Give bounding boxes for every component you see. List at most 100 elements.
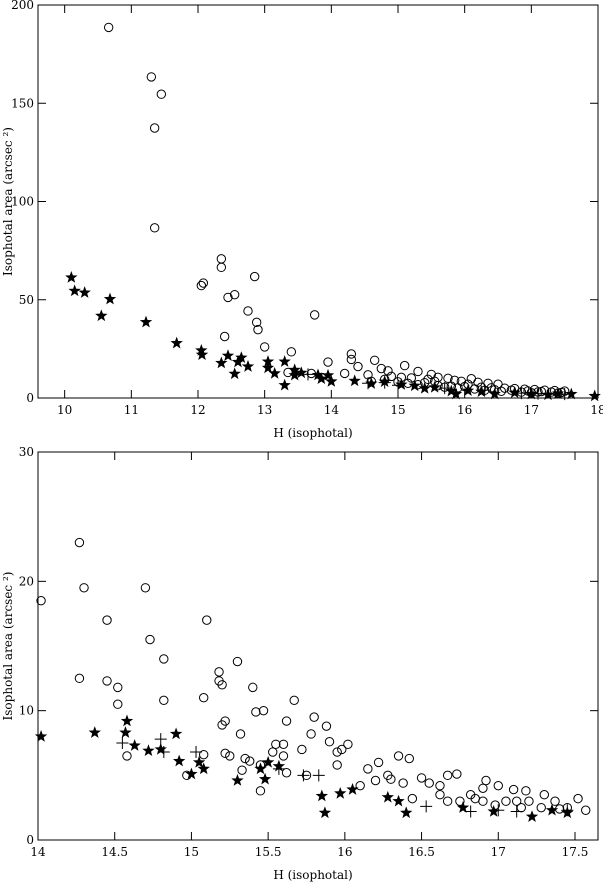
chart-2-circle-point (539, 790, 550, 800)
chart-2-star-point (318, 806, 332, 819)
chart-1-circle-point (406, 373, 417, 383)
chart-2-circle-point (404, 753, 414, 764)
chart-2-x-tick-label: 16.5 (408, 845, 435, 859)
chart-1-circle-point (229, 289, 240, 300)
chart-2-circle-point (407, 793, 418, 804)
chart-1-circle-point (496, 386, 507, 397)
chart-2-circle-point (306, 729, 316, 739)
chart-1-star-point (418, 381, 431, 394)
chart-2-star-point (261, 755, 275, 768)
chart-1-circle-point (536, 386, 547, 397)
chart-2-circle-point (355, 780, 365, 791)
chart-2-circle-point (435, 790, 445, 800)
chart-2-x-tick-label: 14 (30, 845, 46, 859)
chart-2-plus-point (492, 804, 505, 817)
chart-1-circle-point (346, 354, 357, 365)
chart-2-star-point (456, 801, 470, 813)
chart-2-circle-point (581, 805, 591, 815)
chart-2-circle-point (386, 774, 396, 784)
chart-2-circle-point (481, 775, 491, 786)
chart-1-circle-point (149, 223, 160, 233)
chart-2-x-axis-title: H (isophotal) (273, 868, 352, 882)
chart-2-star-point (392, 794, 405, 807)
chart-1-circle-point (286, 347, 297, 357)
chart-1-star-point (195, 348, 209, 361)
chart-2-circle-point (278, 739, 289, 749)
chart-2-circle-point (435, 780, 445, 791)
chart-2-circle-point (521, 786, 531, 796)
chart-2-x-tick-label: 15.5 (255, 845, 282, 859)
chart-2-circle-point (248, 682, 258, 693)
chart-2-circle-point (373, 757, 384, 768)
chart-1-circle-point (323, 357, 333, 367)
chart-2-plus-point (561, 804, 574, 817)
chart-2-plus-point (154, 733, 167, 746)
chart-2-circle-point (550, 796, 560, 806)
chart-2-x-tick-label: 16 (337, 845, 352, 859)
chart-2-circle-point (289, 695, 299, 706)
chart-2-circle-point (442, 796, 453, 806)
chart-2-circle-point (297, 744, 307, 755)
chart-1-circle-point (339, 368, 350, 379)
chart-2-y-axis-title: Isophotal area (arcsec ²) (1, 572, 15, 721)
chart-2-star-point (154, 742, 167, 755)
chart-1-x-tick-label: 17 (524, 403, 539, 417)
chart-2-circle-point (258, 705, 269, 716)
chart-2-circle-point (113, 699, 123, 709)
chart-1-y-tick-label: 0 (26, 391, 34, 405)
chart-2-circle-point (79, 583, 89, 593)
chart-2-circle-point (363, 764, 373, 774)
chart-1-plus-point (558, 388, 571, 401)
chart-2-plus-point (297, 769, 310, 782)
chart-1-star-point (315, 372, 328, 384)
chart-2-star-point (487, 805, 500, 817)
chart-2-star-point (192, 755, 206, 768)
chart-2-star-point (169, 727, 183, 740)
chart-2-circle-point (268, 747, 278, 757)
chart-2-x-tick-label: 17 (491, 845, 506, 859)
chart-1-plus-point (515, 387, 528, 400)
chart-2-star-point (119, 726, 132, 738)
chart-1-plus-point (532, 387, 544, 400)
chart-2-circle-point (198, 693, 209, 703)
chart-2-star-point (34, 730, 48, 742)
chart-2-circle-point (240, 753, 250, 764)
chart-2-circle-point (370, 775, 381, 786)
chart-2-circle-point (271, 739, 281, 749)
chart-2-star-point (120, 714, 134, 727)
chart-2-circle-point (332, 747, 342, 757)
chart-1-circle-point (243, 306, 253, 316)
chart-1-circle-point (376, 363, 387, 374)
chart-2-circle-point (508, 784, 519, 795)
chart-1-circle-point (369, 355, 380, 365)
chart-2-circle-point (159, 695, 169, 706)
chart-2-circle-point (398, 778, 408, 788)
chart-1-star-point (475, 385, 488, 397)
chart-1-star-point (488, 387, 501, 400)
chart-2-circle-point (393, 751, 404, 761)
chart-1-circle-point (251, 317, 262, 328)
chart-2-y-tick-label: 0 (26, 833, 34, 847)
chart-2-circle-point (217, 720, 227, 730)
chart-1-x-tick-label: 10 (57, 403, 72, 417)
chart-2-star-point (254, 762, 267, 775)
chart-2-circle-point (478, 783, 488, 793)
chart-1-plus-point (392, 379, 404, 392)
chart-2-circle-point (102, 615, 112, 625)
chart-1-star-point (215, 356, 228, 369)
chart-1-star-point (278, 378, 291, 391)
chart-1-circle-point (223, 292, 233, 303)
chart-1-star-point (408, 379, 421, 392)
chart-2-x-tick-label: 17.5 (562, 845, 589, 859)
chart-1-circle-point (423, 374, 433, 385)
chart-1-star-point (278, 355, 291, 367)
chart-1-star-point (231, 355, 245, 368)
chart-1-circle-point (156, 89, 167, 99)
chart-2-star-point (197, 762, 210, 775)
chart-1-star-point (170, 336, 183, 349)
chart-1-star-point (261, 361, 275, 374)
chart-1-y-tick-label: 150 (11, 96, 34, 110)
chart-2-star-point (400, 806, 413, 819)
chart-1-star-point (428, 380, 441, 393)
